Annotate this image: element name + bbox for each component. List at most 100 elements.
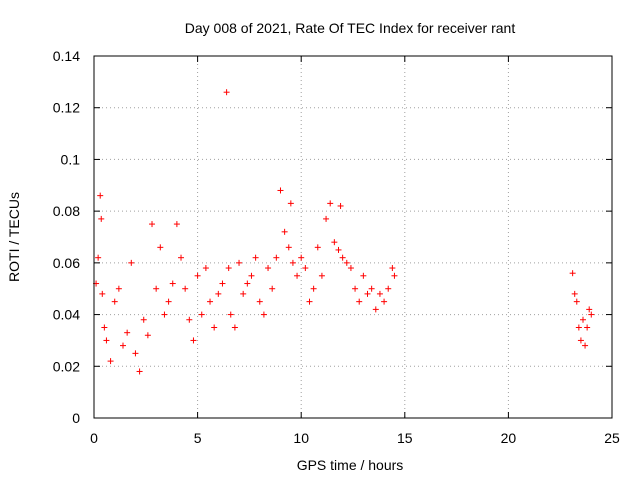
data-point (343, 259, 350, 266)
data-point (584, 324, 591, 331)
data-point (289, 259, 296, 266)
data-point (198, 311, 205, 318)
data-point (124, 329, 131, 336)
data-point (169, 280, 176, 287)
data-point (194, 272, 201, 279)
x-tick-label: 0 (90, 430, 98, 446)
data-point (98, 215, 105, 222)
chart-title: Day 008 of 2021, Rate Of TEC Index for r… (185, 20, 516, 36)
data-point (318, 272, 325, 279)
data-point (157, 244, 164, 251)
data-point (360, 272, 367, 279)
data-point (260, 311, 267, 318)
data-point (588, 311, 595, 318)
y-tick-label: 0.06 (53, 255, 80, 271)
data-point (252, 254, 259, 261)
data-point (582, 342, 589, 349)
data-point (223, 89, 230, 96)
data-point (207, 298, 214, 305)
x-tick-label: 25 (604, 430, 620, 446)
data-point (310, 285, 317, 292)
y-tick-label: 0.02 (53, 358, 80, 374)
data-point (356, 298, 363, 305)
data-point (202, 265, 209, 272)
data-point (352, 285, 359, 292)
data-point (265, 265, 272, 272)
data-point (281, 228, 288, 235)
data-point (302, 265, 309, 272)
data-point (111, 298, 118, 305)
grid (94, 56, 612, 418)
data-point (569, 270, 576, 277)
data-point (219, 280, 226, 287)
data-point (225, 265, 232, 272)
data-point (381, 298, 388, 305)
data-point (298, 254, 305, 261)
data-point (273, 254, 280, 261)
y-tick-label: 0.08 (53, 203, 80, 219)
data-point (211, 324, 218, 331)
axis-ticks: 0 5 10 15 20 25 0 0.02 0.04 0.06 0.08 0.1 0.12 0.14 (53, 48, 620, 446)
data-point (337, 202, 344, 209)
data-point (368, 285, 375, 292)
data-point (277, 187, 284, 194)
x-tick-label: 5 (194, 430, 202, 446)
x-tick-label: 20 (501, 430, 517, 446)
data-point (120, 342, 127, 349)
data-point (364, 290, 371, 297)
data-point (103, 337, 110, 344)
data-point (178, 254, 185, 261)
data-point (101, 324, 108, 331)
data-point (269, 285, 276, 292)
data-point (244, 280, 251, 287)
data-point (165, 298, 172, 305)
data-point (586, 306, 593, 313)
data-point (314, 244, 321, 251)
data-point (575, 324, 582, 331)
data-point (287, 200, 294, 207)
y-tick-label: 0 (72, 410, 80, 426)
data-point (173, 221, 180, 228)
data-point (385, 285, 392, 292)
data-point (95, 254, 102, 261)
data-point (306, 298, 313, 305)
data-point (186, 316, 193, 323)
data-point (335, 246, 342, 253)
x-tick-label: 10 (293, 430, 309, 446)
data-point (128, 259, 135, 266)
data-point (571, 290, 578, 297)
y-tick-label: 0.14 (53, 48, 80, 64)
data-point (136, 368, 143, 375)
data-point (240, 290, 247, 297)
data-point (248, 272, 255, 279)
data-point (372, 306, 379, 313)
y-axis-label: ROTI / TECUs (6, 192, 22, 282)
y-tick-label: 0.1 (61, 151, 81, 167)
data-point (132, 350, 139, 357)
data-point (389, 265, 396, 272)
data-point (115, 285, 122, 292)
data-point (227, 311, 234, 318)
data-point (99, 290, 106, 297)
data-point (215, 290, 222, 297)
data-point (153, 285, 160, 292)
data-point (149, 221, 156, 228)
data-point (323, 215, 330, 222)
data-point (579, 316, 586, 323)
data-point (144, 332, 151, 339)
data-point (107, 358, 114, 365)
data-points (93, 89, 595, 375)
data-point (327, 200, 334, 207)
data-point (391, 272, 398, 279)
plot-frame (93, 55, 613, 419)
data-point (294, 272, 301, 279)
data-point (331, 239, 338, 246)
data-point (573, 298, 580, 305)
data-point (190, 337, 197, 344)
y-tick-label: 0.04 (53, 307, 80, 323)
data-point (347, 265, 354, 272)
data-point (97, 192, 104, 199)
data-point (256, 298, 263, 305)
x-tick-label: 15 (397, 430, 413, 446)
